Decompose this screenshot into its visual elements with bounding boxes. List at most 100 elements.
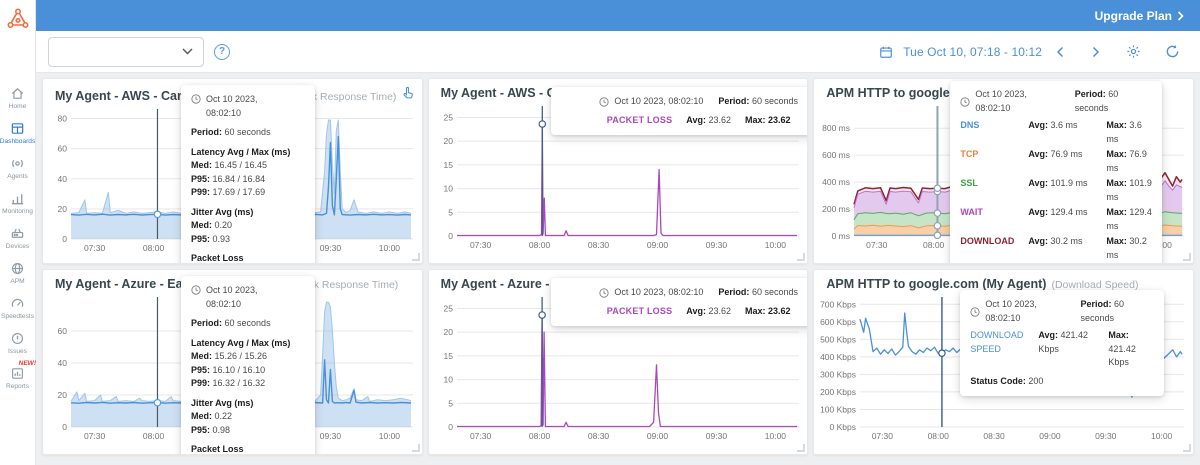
svg-text:09:00: 09:00	[646, 431, 668, 441]
monitoring-icon	[10, 191, 25, 206]
panel-resize-handle[interactable]	[412, 444, 420, 452]
sidebar-item-reports[interactable]: NEW! Reports	[0, 366, 35, 390]
next-period-button[interactable]	[1078, 42, 1114, 62]
svg-text:08:00: 08:00	[928, 431, 950, 441]
svg-text:07:30: 07:30	[866, 240, 888, 250]
svg-text:10:00: 10:00	[379, 431, 401, 441]
new-badge: NEW!	[19, 360, 36, 367]
panel-resize-handle[interactable]	[1183, 253, 1191, 261]
panel-resize-handle[interactable]	[797, 253, 805, 261]
svg-text:0 ms: 0 ms	[832, 231, 850, 241]
chart-tooltip: Oct 10 2023,08:02:10 Period: 60 seconds …	[181, 85, 315, 264]
svg-text:09:30: 09:30	[705, 431, 727, 441]
panel-apm-download-speed: APM HTTP to google.com (My Agent) (Downl…	[813, 269, 1194, 455]
svg-text:08:00: 08:00	[529, 431, 551, 441]
panel-resize-handle[interactable]	[412, 253, 420, 261]
svg-text:10:00: 10:00	[764, 431, 786, 441]
upgrade-plan-button[interactable]: Upgrade Plan	[1095, 9, 1184, 23]
svg-text:60: 60	[58, 144, 68, 154]
clock-icon	[960, 97, 970, 107]
panel-apm-http-duration: APM HTTP to google.com (My Agent) (HTTP …	[813, 78, 1194, 264]
date-navigation: Tue Oct 10, 07:18 - 10:12	[879, 40, 1200, 63]
svg-text:100 Kbps: 100 Kbps	[820, 404, 856, 414]
chart-tooltip: Oct 10 2023, 08:02:10 Period: 60 seconds…	[551, 87, 809, 135]
svg-text:200 Kbps: 200 Kbps	[820, 387, 856, 397]
chevron-down-icon	[182, 48, 193, 55]
issues-icon	[10, 331, 25, 346]
svg-text:08:30: 08:30	[588, 431, 610, 441]
sidebar-item-home[interactable]: Home	[0, 86, 35, 110]
svg-text:400 ms: 400 ms	[822, 177, 850, 187]
svg-text:08:30: 08:30	[588, 240, 610, 250]
svg-text:08:00: 08:00	[529, 240, 551, 250]
svg-text:07:30: 07:30	[872, 431, 894, 441]
pointer-icon[interactable]	[401, 86, 415, 100]
chart-tooltip: Oct 10 2023,08:02:10 Period: 60 seconds …	[181, 276, 315, 455]
reports-icon	[10, 366, 25, 381]
agents-icon	[10, 156, 25, 171]
svg-text:800 ms: 800 ms	[822, 123, 850, 133]
svg-text:600 Kbps: 600 Kbps	[820, 317, 856, 327]
settings-gear-icon[interactable]	[1114, 40, 1153, 63]
svg-text:10:00: 10:00	[1151, 431, 1173, 441]
svg-text:15: 15	[443, 351, 453, 361]
dashboard-grid: My Agent - AWS - Canada (Montreal) (Netw…	[36, 73, 1200, 465]
topbar: Upgrade Plan	[36, 0, 1200, 31]
chart-tooltip: Oct 10 2023, 08:02:10 Period: 60 seconds…	[551, 278, 809, 326]
svg-text:0: 0	[62, 422, 67, 432]
toolbar: ? Tue Oct 10, 07:18 - 10:12	[36, 31, 1200, 73]
panel-aws-montreal-latency: My Agent - AWS - Canada (Montreal) (Netw…	[42, 78, 423, 264]
home-icon	[10, 86, 25, 101]
svg-text:20: 20	[443, 327, 453, 337]
sidebar-item-devices[interactable]: Devices	[0, 226, 35, 250]
svg-text:0: 0	[62, 234, 67, 244]
panel-resize-handle[interactable]	[1183, 444, 1191, 452]
svg-text:20: 20	[58, 204, 68, 214]
svg-text:09:00: 09:00	[1040, 431, 1062, 441]
svg-text:08:00: 08:00	[143, 243, 165, 253]
svg-text:07:30: 07:30	[470, 431, 492, 441]
svg-text:40: 40	[58, 174, 68, 184]
svg-text:0: 0	[448, 231, 453, 241]
apm-icon	[10, 261, 25, 276]
sidebar-item-monitoring[interactable]: Monitoring	[0, 191, 35, 215]
svg-text:09:30: 09:30	[705, 240, 727, 250]
svg-text:10: 10	[443, 184, 453, 194]
svg-text:400 Kbps: 400 Kbps	[820, 352, 856, 362]
svg-text:08:30: 08:30	[984, 431, 1006, 441]
svg-text:07:30: 07:30	[84, 243, 106, 253]
dashboards-icon	[10, 121, 25, 136]
svg-text:10: 10	[443, 375, 453, 385]
sidebar-item-apm[interactable]: APM	[0, 261, 35, 285]
calendar-icon[interactable]	[879, 45, 893, 59]
panel-resize-handle[interactable]	[797, 444, 805, 452]
svg-text:20: 20	[58, 390, 68, 400]
sidebar-item-speedtests[interactable]: Speedtests	[0, 296, 35, 320]
sidebar-item-issues[interactable]: Issues	[0, 331, 35, 355]
svg-text:5: 5	[448, 398, 453, 408]
date-range-label[interactable]: Tue Oct 10, 07:18 - 10:12	[903, 45, 1042, 59]
svg-text:5: 5	[448, 207, 453, 217]
svg-text:09:00: 09:00	[646, 240, 668, 250]
dashboard-select-dropdown[interactable]	[48, 37, 204, 67]
sidebar-item-dashboards[interactable]: Dashboards	[0, 121, 35, 145]
svg-text:500 Kbps: 500 Kbps	[820, 334, 856, 344]
svg-text:09:30: 09:30	[320, 243, 342, 253]
svg-text:20: 20	[443, 136, 453, 146]
refresh-icon[interactable]	[1153, 40, 1192, 63]
prev-period-button[interactable]	[1042, 42, 1078, 62]
svg-text:10:00: 10:00	[379, 243, 401, 253]
help-icon[interactable]: ?	[214, 44, 230, 60]
svg-text:07:30: 07:30	[470, 240, 492, 250]
svg-text:700 Kbps: 700 Kbps	[820, 299, 856, 309]
svg-text:40: 40	[58, 358, 68, 368]
devices-icon	[10, 226, 25, 241]
sidebar-item-agents[interactable]: Agents	[0, 156, 35, 180]
chart-tooltip: Oct 10 2023, 08:02:10 Period: 60 seconds…	[960, 290, 1164, 396]
app-logo[interactable]	[0, 0, 36, 38]
svg-text:0 Kbps: 0 Kbps	[830, 422, 856, 432]
svg-text:08:00: 08:00	[143, 431, 165, 441]
sidebar: Home Dashboards Agents Monitoring Device…	[0, 0, 36, 465]
panel-azure-virginia-latency: My Agent - Azure - East US (Virginia) (N…	[42, 269, 423, 455]
svg-text:600 ms: 600 ms	[822, 150, 850, 160]
